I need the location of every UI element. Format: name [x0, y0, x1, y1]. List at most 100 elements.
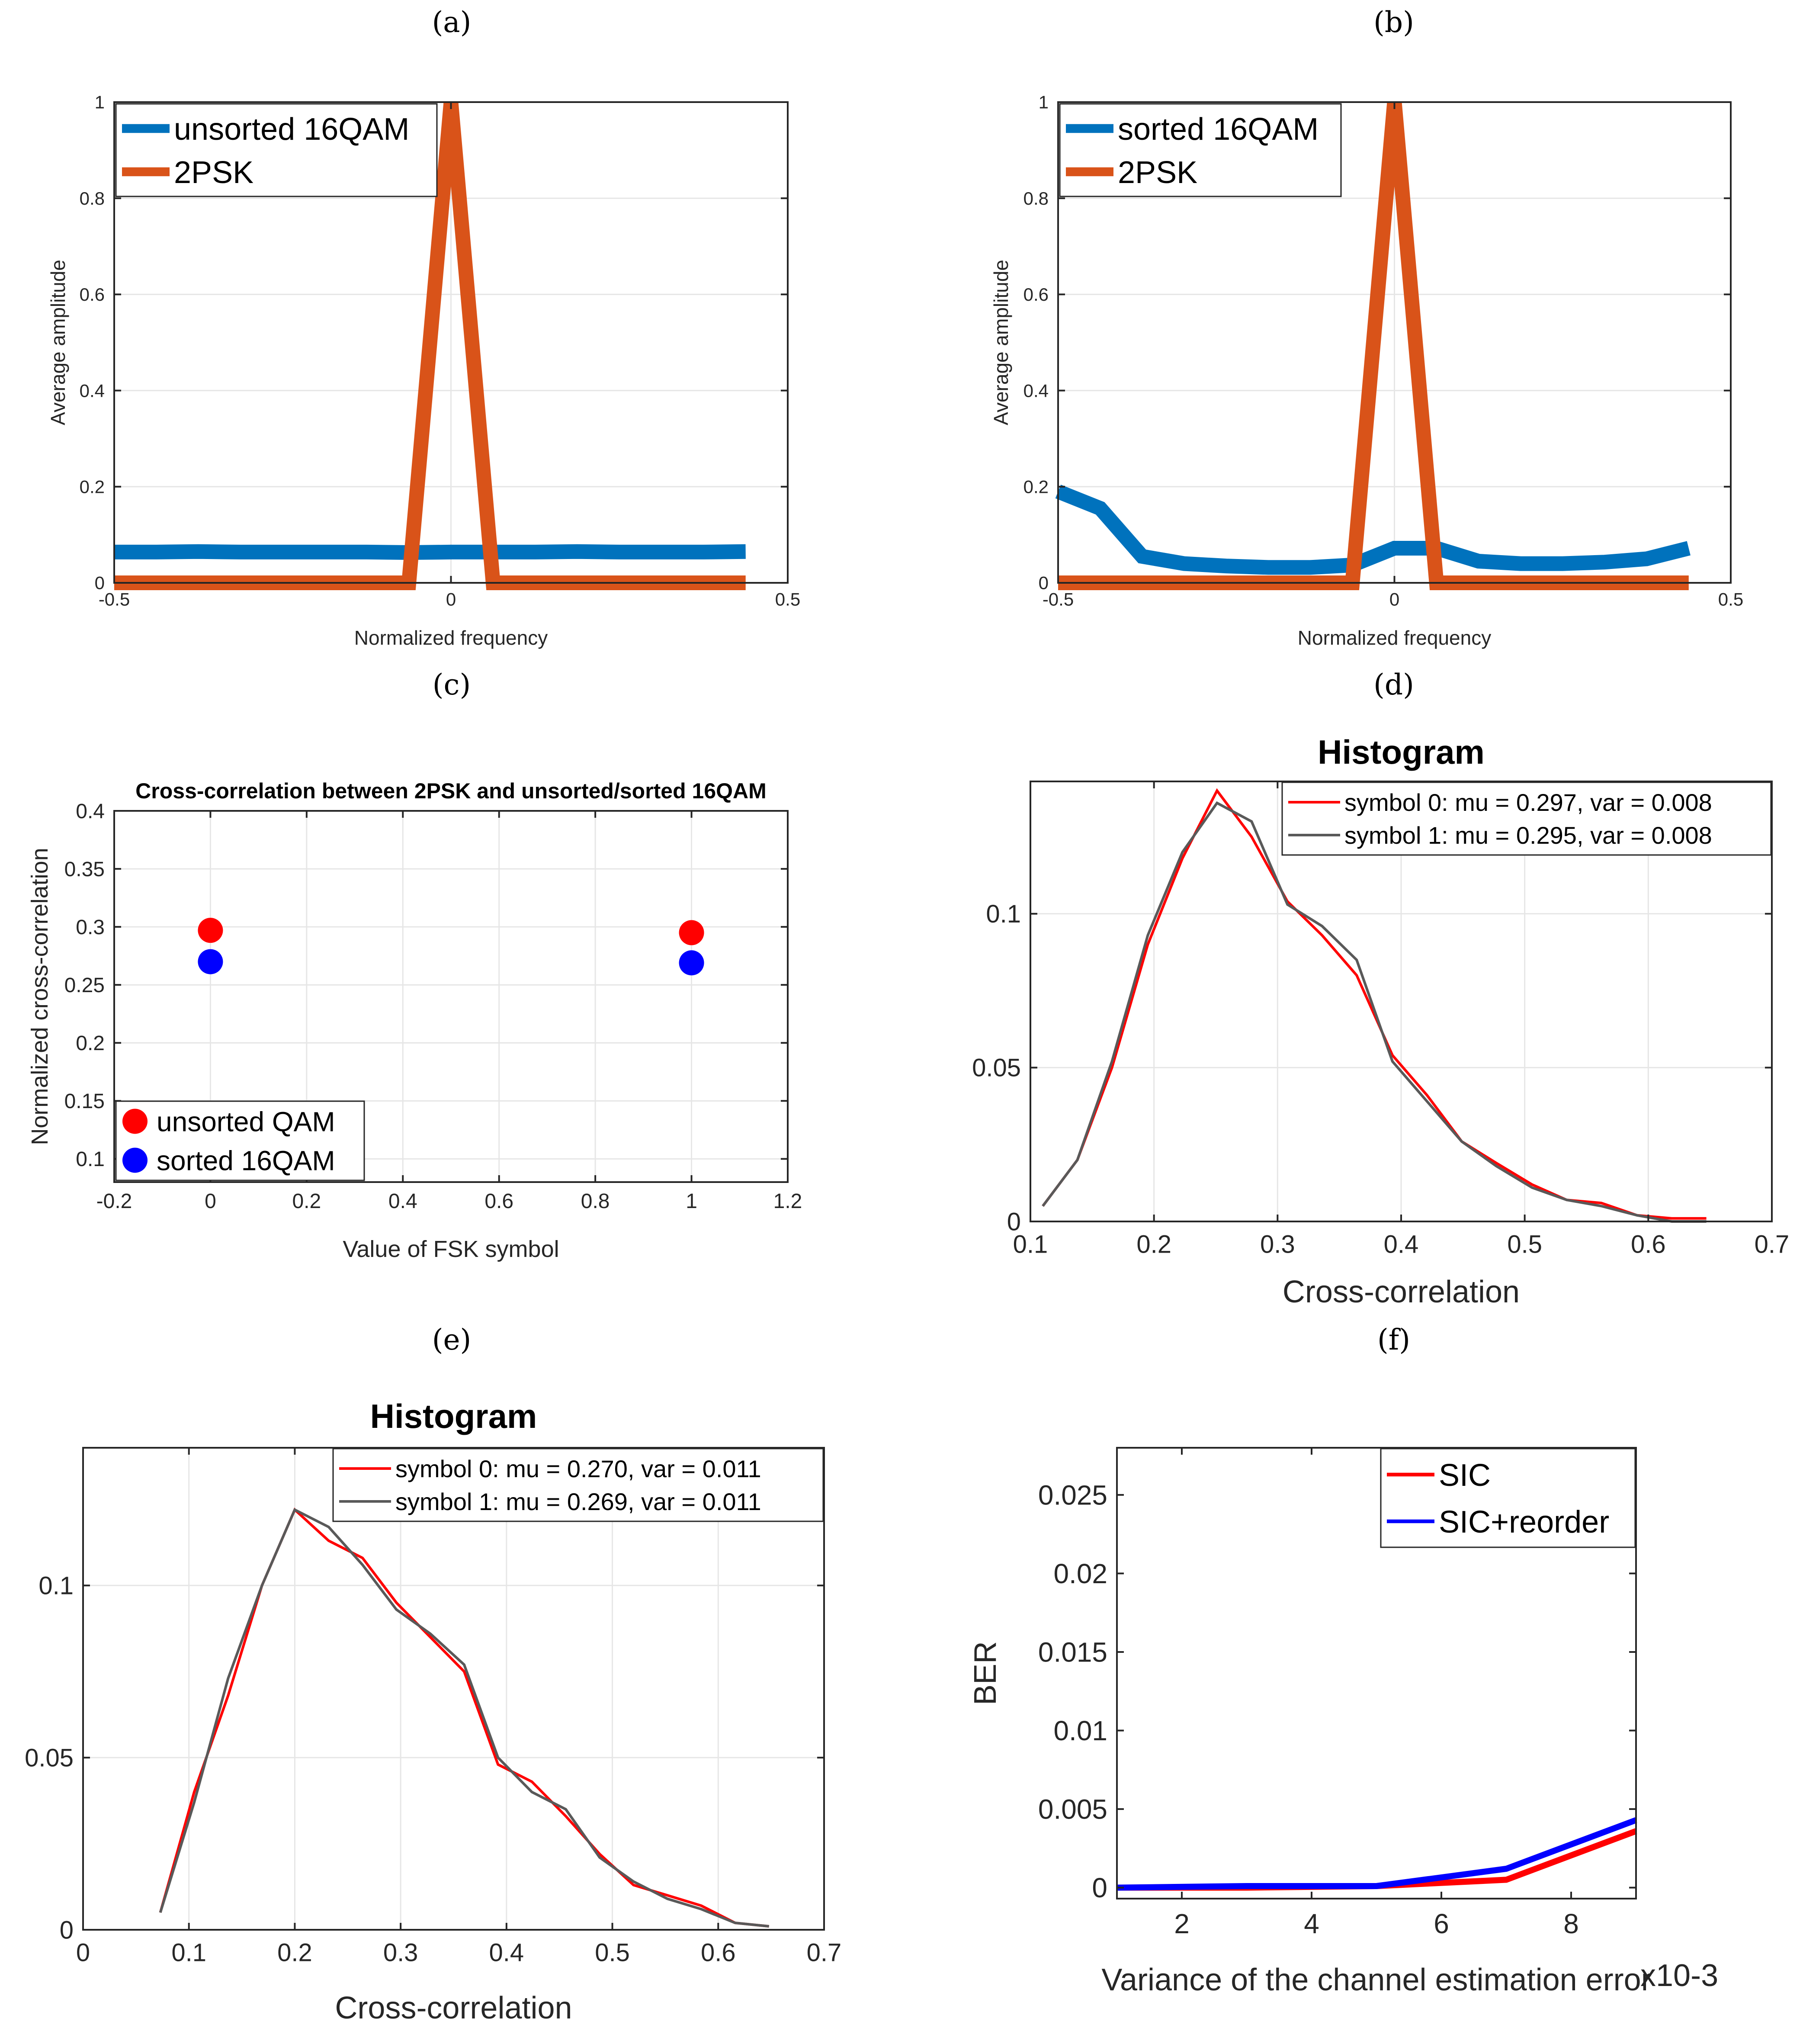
legend-marker	[122, 1109, 148, 1134]
y-tick-label: 0.1	[76, 1148, 105, 1171]
axes-box	[1116, 1447, 1637, 1899]
legend-entry: symbol 1: mu = 0.269, var = 0.011	[395, 1488, 761, 1515]
x-tick-label: 0.5	[595, 1939, 630, 1967]
legend: unsorted 16QAM 2PSK	[115, 103, 438, 197]
y-tick-label: 1	[95, 92, 105, 112]
chart-title: Histogram	[1318, 733, 1485, 771]
x-tick-label: 0.3	[383, 1939, 418, 1967]
y-tick-label: 0	[1007, 1208, 1021, 1236]
axes-box	[113, 810, 789, 1183]
y-tick-label: 0.2	[76, 1032, 105, 1055]
legend-entry: 2PSK	[174, 155, 253, 190]
legend-box	[115, 1100, 365, 1181]
y-axis-label: Average amplitude	[47, 260, 69, 425]
y-tick-label: 0.8	[80, 188, 105, 209]
y-tick-label: 0.35	[64, 858, 105, 881]
y-tick-label: 0.02	[1053, 1558, 1107, 1589]
y-axis-label: Average amplitude	[990, 260, 1012, 425]
x-tick-label: 0.6	[484, 1190, 513, 1213]
y-tick-label: 0	[1092, 1872, 1107, 1903]
legend-box	[332, 1448, 824, 1522]
legend-entry: sorted 16QAM	[157, 1145, 335, 1176]
y-tick-label: 0	[60, 1916, 74, 1944]
legend-entry: unsorted QAM	[157, 1106, 335, 1138]
legend: sorted 16QAM 2PSK	[1059, 103, 1342, 197]
x-tick-label: 0.2	[292, 1190, 321, 1213]
x-tick-label: 4	[1304, 1908, 1319, 1939]
x-tick-label: -0.5	[99, 589, 130, 610]
x-tick-label: 0	[1389, 589, 1399, 610]
x-tick-label: 0.5	[1718, 589, 1743, 610]
y-tick-label: 0.2	[1023, 477, 1049, 497]
chart-e: (e) 0 0.1 0.2 0.3 0.4 0.5 0.6 0.7 0 0.05 0.1 Cross-c…	[25, 1323, 841, 2025]
legend-marker	[122, 1147, 148, 1173]
panel-label: (c)	[433, 668, 471, 701]
series-line-f-1	[1116, 1817, 1637, 1891]
x-tick-label: 8	[1563, 1908, 1579, 1939]
y-tick-label: 0.015	[1038, 1636, 1107, 1668]
y-tick-label: 0.1	[986, 900, 1021, 928]
panel-label: (a)	[432, 6, 472, 39]
data-point-c-s1-0	[198, 949, 223, 974]
legend-entry: SIC+reorder	[1439, 1505, 1609, 1539]
plot-area	[83, 1448, 824, 1930]
x-tick-label: 0.1	[171, 1939, 206, 1967]
y-tick-label: 0.25	[64, 974, 105, 997]
legend-entry: 2PSK	[1118, 155, 1197, 190]
chart-d: (d) 0.1 0.2 0.3 0.4 0.5 0.6 0.7 0 0.05 0.1 Cross-co…	[972, 668, 1789, 1309]
legend: symbol 0: mu = 0.297, var = 0.008 symbol …	[1281, 781, 1772, 856]
x-tick-label: 0	[76, 1939, 90, 1967]
legend: unsorted QAM sorted 16QAM	[115, 1100, 365, 1181]
y-tick-label: 0.1	[38, 1572, 74, 1600]
x-axis-label: Cross-correlation	[1283, 1275, 1520, 1309]
x-tick-label: 0.7	[807, 1939, 842, 1967]
x-tick-label: 0.2	[277, 1939, 312, 1967]
legend: SIC SIC+reorder	[1380, 1448, 1636, 1548]
legend-box	[1281, 781, 1772, 856]
x-tick-label: 0.6	[701, 1939, 736, 1967]
x-tick-label: 2	[1174, 1908, 1190, 1939]
series-line-e-1	[159, 1508, 770, 1928]
x-axis-label: Normalized frequency	[354, 627, 548, 649]
panel-label: (e)	[432, 1323, 472, 1356]
x-tick-label: 0	[205, 1190, 216, 1213]
y-tick-label: 0.4	[1023, 380, 1049, 401]
x-axis-label: Variance of the channel estimation error	[1101, 1963, 1651, 1997]
x-tick-label: 0.5	[1507, 1231, 1542, 1259]
x-tick-label: -0.5	[1043, 589, 1074, 610]
x-tick-label: 1	[686, 1190, 697, 1213]
x-tick-label: 6	[1434, 1908, 1449, 1939]
y-tick-label: 0.05	[25, 1744, 74, 1772]
legend-entry: symbol 1: mu = 0.295, var = 0.008	[1344, 822, 1712, 849]
y-tick-label: 0.025	[1038, 1479, 1107, 1511]
x-tick-label: 0.4	[489, 1939, 524, 1967]
legend-entry: sorted 16QAM	[1118, 112, 1319, 147]
y-tick-label: 0	[95, 573, 105, 593]
data-point-c-s0-1	[679, 920, 704, 945]
x-tick-label: 0.4	[1384, 1231, 1419, 1259]
panel-label: (d)	[1373, 668, 1414, 701]
panel-label: (b)	[1373, 6, 1414, 39]
x-axis-label: Value of FSK symbol	[343, 1236, 559, 1262]
x-axis-scale-label: x10-3	[1640, 1958, 1718, 1993]
x-tick-label: 0.8	[581, 1190, 610, 1213]
y-tick-label: 0	[1039, 573, 1049, 593]
panel-label: (f)	[1377, 1323, 1410, 1356]
legend-entry: unsorted 16QAM	[174, 112, 409, 147]
axes-box	[82, 1447, 825, 1931]
data-point-c-s1-1	[679, 950, 704, 976]
x-tick-label: 0.3	[1260, 1231, 1295, 1259]
y-axis-label: BER	[968, 1641, 1003, 1705]
x-tick-label: 0.4	[388, 1190, 417, 1213]
series-line-a-0	[114, 544, 746, 560]
x-axis-label: Cross-correlation	[335, 1991, 572, 2025]
chart-c: (c) -0.2 0 0.2 0.4 0.6 0.8 1 1.2 0.1 0.15 0.2 0.25 0.…	[27, 668, 802, 1262]
y-tick-label: 0.005	[1038, 1793, 1107, 1825]
x-tick-label: 0.2	[1136, 1231, 1171, 1259]
y-tick-label: 0.15	[64, 1090, 105, 1113]
x-tick-label: 0	[446, 589, 456, 610]
y-tick-label: 1	[1039, 92, 1049, 112]
y-tick-label: 0.2	[80, 477, 105, 497]
